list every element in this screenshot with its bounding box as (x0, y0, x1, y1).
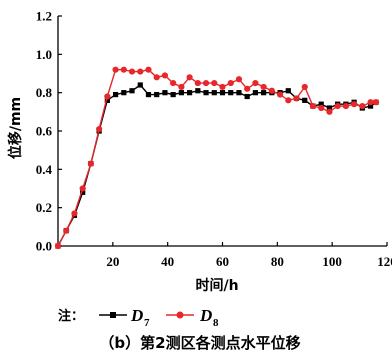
data-point-d8 (285, 97, 292, 104)
figure-caption: （b）第2测区各测点水平位移 (99, 334, 300, 352)
data-point-d7 (187, 90, 193, 96)
data-point-d7 (244, 93, 250, 100)
data-point-d8 (145, 66, 152, 73)
data-point-d8 (260, 83, 267, 91)
data-point-d8 (301, 83, 308, 91)
data-point-d8 (87, 160, 94, 167)
data-point-d8 (79, 185, 86, 192)
data-point-d7 (261, 90, 267, 96)
data-point-d8 (235, 76, 243, 83)
data-point-d7 (178, 90, 184, 96)
data-point-d8 (367, 99, 374, 106)
data-point-d8 (244, 85, 251, 92)
y-tick-label: 0.0 (36, 239, 52, 254)
legend-sub-d7: 7 (144, 317, 150, 329)
data-point-d8 (252, 79, 259, 87)
data-point-d7 (162, 90, 168, 96)
data-point-d8 (318, 104, 325, 112)
y-tick-label: 0.2 (36, 200, 52, 215)
x-tick-label: 20 (106, 254, 119, 269)
legend-label-d7: D (130, 306, 143, 325)
data-point-d8 (128, 68, 136, 75)
data-point-d8 (372, 99, 380, 106)
data-point-d8 (309, 102, 317, 110)
data-point-d8 (219, 83, 226, 91)
data-point-d8 (112, 66, 119, 73)
data-point-d8 (71, 210, 78, 217)
data-point-d8 (227, 79, 234, 87)
data-point-d7 (236, 90, 242, 96)
data-point-d7 (326, 105, 333, 111)
data-point-d8 (326, 108, 333, 115)
data-point-d8 (161, 72, 169, 79)
series-line-d7 (57, 84, 377, 247)
data-point-d8 (268, 87, 275, 94)
data-point-d8 (293, 95, 300, 102)
data-point-d8 (334, 102, 341, 110)
data-point-d8 (186, 74, 193, 81)
data-point-d7 (104, 97, 110, 103)
data-point-d8 (276, 91, 284, 98)
data-point-d7 (367, 103, 374, 109)
data-point-d8 (96, 125, 103, 133)
data-point-d7 (203, 90, 209, 96)
data-point-d7 (285, 88, 291, 94)
series-d8 (54, 66, 380, 250)
legend: 注： D 7 D 8 (58, 306, 219, 329)
data-point-d7 (112, 91, 119, 98)
data-point-d8 (178, 83, 185, 91)
data-point-d7 (318, 101, 324, 107)
data-point-d8 (63, 227, 70, 234)
x-axis-title: 时间/h (195, 277, 238, 294)
data-point-d7 (211, 90, 217, 96)
x-tick-label: 100 (322, 254, 342, 269)
data-point-d7 (302, 97, 308, 103)
data-point-d7 (137, 82, 143, 88)
legend-sub-d8: 8 (213, 317, 219, 329)
data-point-d7 (121, 90, 127, 96)
data-point-d7 (170, 91, 176, 98)
legend-note-label: 注： (58, 308, 84, 324)
data-point-d8 (170, 79, 177, 87)
chart-series (54, 66, 380, 250)
y-axis-title: 位移/mm (7, 97, 24, 159)
y-tick-label: 0.4 (36, 162, 53, 177)
legend-label-d8: D (199, 306, 212, 325)
data-point-d8 (104, 93, 111, 100)
x-tick-label: 120 (377, 254, 392, 269)
data-point-d8 (120, 66, 127, 73)
data-point-d7 (228, 90, 234, 96)
data-point-d8 (54, 242, 62, 250)
data-point-d7 (80, 189, 86, 195)
data-point-d8 (202, 79, 210, 87)
y-tick-label: 0.8 (36, 85, 53, 100)
data-point-d8 (211, 79, 218, 87)
x-tick-label: 80 (271, 254, 284, 269)
chart-axes: 0.0 0.2 0.4 0.6 0.8 1.0 1.2 20 40 60 80 100 120 (36, 9, 392, 270)
series-line-d8 (57, 68, 376, 247)
data-point-d8 (359, 102, 366, 110)
y-tick-label: 1.0 (36, 47, 52, 62)
data-point-d7 (129, 88, 135, 94)
data-point-d7 (219, 90, 226, 96)
data-point-d8 (153, 74, 160, 81)
data-point-d8 (137, 68, 144, 75)
data-point-d7 (154, 91, 160, 98)
legend-marker-d7 (110, 312, 116, 318)
data-point-d7 (252, 90, 258, 96)
y-tick-label: 1.2 (36, 9, 52, 24)
data-point-d8 (194, 79, 201, 87)
data-point-d8 (342, 102, 349, 110)
legend-marker-d8 (176, 311, 184, 319)
x-tick-label: 60 (216, 254, 229, 269)
x-tick-label: 40 (161, 254, 174, 269)
data-point-d8 (351, 101, 358, 108)
data-point-d7 (195, 88, 201, 94)
data-point-d7 (145, 91, 152, 98)
y-tick-label: 0.6 (36, 124, 53, 139)
